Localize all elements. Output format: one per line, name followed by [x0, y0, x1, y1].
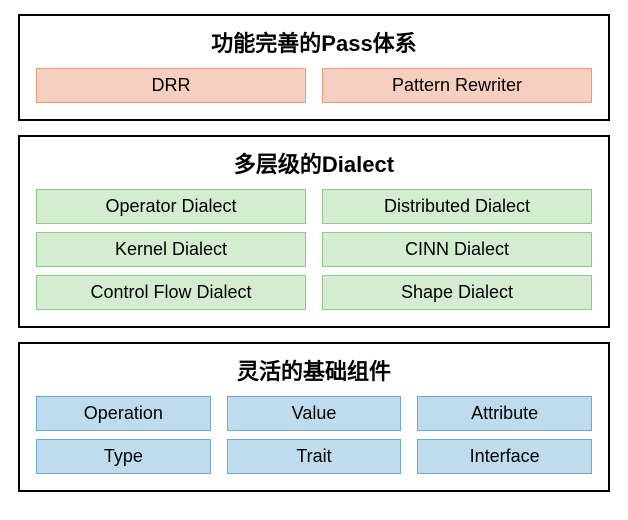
box-item: Trait	[227, 439, 402, 474]
row: DRR Pattern Rewriter	[36, 68, 592, 103]
box-item: Value	[227, 396, 402, 431]
row: Operation Value Attribute	[36, 396, 592, 431]
box-item: Type	[36, 439, 211, 474]
section-title-base: 灵活的基础组件	[36, 354, 592, 386]
box-item: Control Flow Dialect	[36, 275, 306, 310]
row: Type Trait Interface	[36, 439, 592, 474]
row: Operator Dialect Distributed Dialect	[36, 189, 592, 224]
box-item: Operation	[36, 396, 211, 431]
row: Kernel Dialect CINN Dialect	[36, 232, 592, 267]
box-item: DRR	[36, 68, 306, 103]
box-item: Kernel Dialect	[36, 232, 306, 267]
section-title-dialect: 多层级的Dialect	[36, 147, 592, 179]
section-base: 灵活的基础组件 Operation Value Attribute Type Trait I…	[18, 342, 610, 492]
box-item: Distributed Dialect	[322, 189, 592, 224]
section-pass: 功能完善的Pass体系 DRR Pattern Rewriter	[18, 14, 610, 121]
section-dialect: 多层级的Dialect Operator Dialect Distributed D…	[18, 135, 610, 328]
box-item: Interface	[417, 439, 592, 474]
box-item: Pattern Rewriter	[322, 68, 592, 103]
box-item: Attribute	[417, 396, 592, 431]
box-item: Operator Dialect	[36, 189, 306, 224]
row: Control Flow Dialect Shape Dialect	[36, 275, 592, 310]
box-item: Shape Dialect	[322, 275, 592, 310]
box-item: CINN Dialect	[322, 232, 592, 267]
section-title-pass: 功能完善的Pass体系	[36, 26, 592, 58]
